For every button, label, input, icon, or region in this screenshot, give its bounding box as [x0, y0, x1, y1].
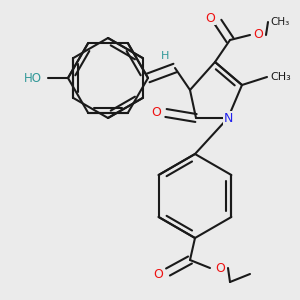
Text: O: O	[151, 106, 161, 119]
Text: O: O	[215, 262, 225, 275]
Text: N: N	[223, 112, 233, 124]
Text: O: O	[205, 11, 215, 25]
Text: CH₃: CH₃	[270, 17, 290, 27]
Text: O: O	[153, 268, 163, 281]
Text: H: H	[161, 51, 169, 61]
Text: CH₃: CH₃	[271, 72, 291, 82]
Text: HO: HO	[24, 71, 42, 85]
Text: O: O	[253, 28, 263, 41]
